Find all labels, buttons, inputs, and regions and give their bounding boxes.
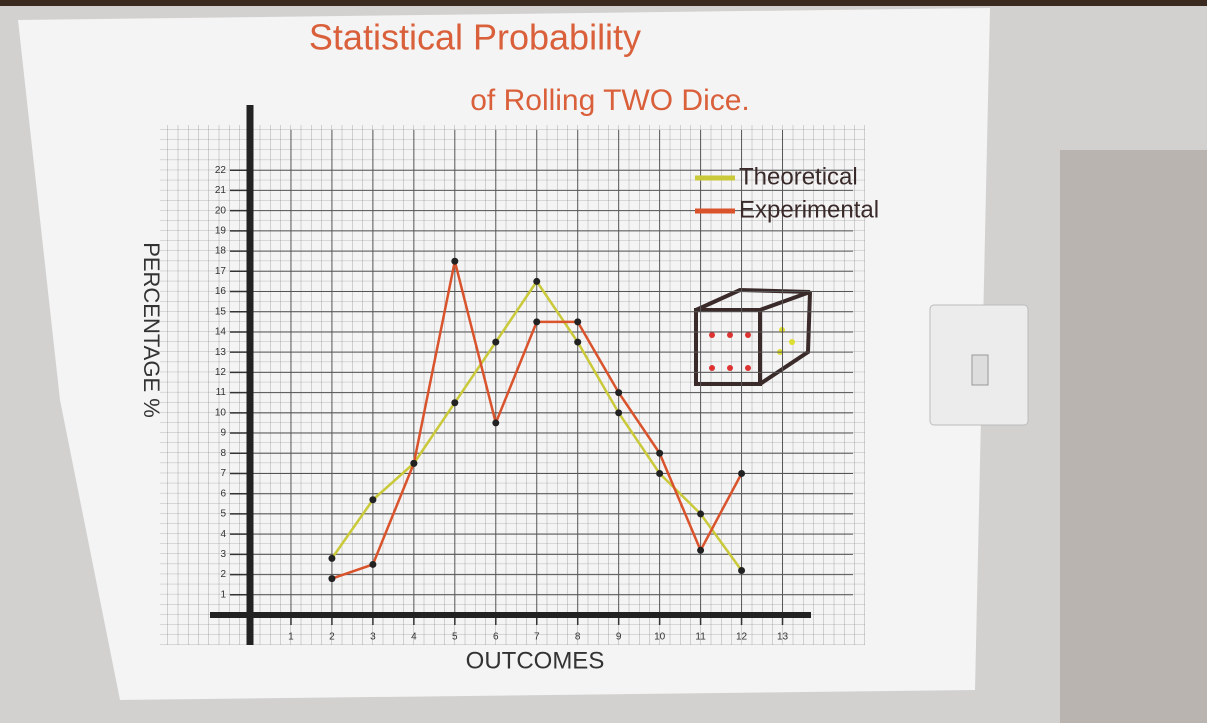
x-axis-label: OUTCOMES [466, 647, 605, 674]
y-tick-label: 5 [220, 509, 226, 520]
y-tick-label: 18 [215, 246, 227, 257]
chart-subtitle: of Rolling TWO Dice. [470, 84, 750, 117]
data-point [533, 278, 540, 285]
data-point [615, 409, 622, 416]
y-tick-label: 15 [215, 306, 227, 317]
y-tick-label: 21 [215, 185, 227, 196]
data-point [697, 510, 704, 517]
y-tick-label: 10 [215, 407, 227, 418]
y-axis-label: PERCENTAGE % [139, 242, 164, 418]
y-tick-label: 3 [220, 549, 226, 560]
data-point [369, 561, 376, 568]
x-tick-label: 7 [534, 632, 540, 643]
data-point [656, 450, 663, 457]
x-tick-label: 10 [654, 632, 666, 643]
y-tick-label: 8 [220, 448, 226, 459]
x-tick-label: 5 [452, 632, 458, 643]
x-tick-label: 4 [411, 632, 417, 643]
data-point [697, 547, 704, 554]
data-point [328, 555, 335, 562]
x-tick-label: 3 [370, 632, 376, 643]
y-tick-label: 7 [220, 468, 226, 479]
data-point [533, 318, 540, 325]
data-point [738, 470, 745, 477]
y-tick-label: 17 [215, 266, 227, 277]
data-point [574, 339, 581, 346]
y-tick-label: 14 [215, 327, 227, 338]
y-tick-label: 6 [220, 488, 226, 499]
x-tick-label: 2 [329, 632, 335, 643]
y-tick-label: 20 [215, 205, 227, 216]
legend-label: Theoretical [739, 163, 858, 190]
x-tick-label: 11 [695, 632, 706, 643]
y-tick-label: 13 [215, 347, 227, 358]
x-tick-label: 8 [575, 632, 581, 643]
data-point [328, 575, 335, 582]
x-tick-label: 6 [493, 632, 499, 643]
x-tick-label: 9 [616, 632, 622, 643]
y-tick-label: 9 [220, 428, 226, 439]
wall-edge [1060, 150, 1207, 723]
y-tick-label: 19 [215, 226, 227, 237]
data-point [738, 567, 745, 574]
x-tick-label: 13 [777, 632, 789, 643]
y-tick-label: 4 [220, 529, 226, 540]
data-point [369, 496, 376, 503]
chart: Statistical Probability of Rolling TWO D… [0, 0, 1207, 723]
data-point [492, 419, 499, 426]
x-tick-label: 12 [736, 632, 748, 643]
data-point [451, 258, 458, 265]
data-point [410, 460, 417, 467]
data-point [574, 318, 581, 325]
y-tick-label: 22 [215, 165, 227, 176]
y-tick-label: 12 [215, 367, 227, 378]
y-tick-label: 16 [215, 286, 227, 297]
legend-label: Experimental [739, 196, 879, 223]
y-tick-label: 11 [216, 387, 227, 398]
page: Statistical Probability of Rolling TWO D… [0, 0, 1207, 723]
data-point [451, 399, 458, 406]
switch-toggle [972, 355, 988, 385]
data-point [492, 339, 499, 346]
chart-title: Statistical Probability [309, 17, 641, 58]
data-point [656, 470, 663, 477]
y-tick-label: 2 [220, 569, 226, 580]
y-tick-label: 1 [220, 589, 226, 600]
data-point [615, 389, 622, 396]
frame-top [0, 0, 1207, 6]
x-tick-label: 1 [288, 632, 294, 643]
